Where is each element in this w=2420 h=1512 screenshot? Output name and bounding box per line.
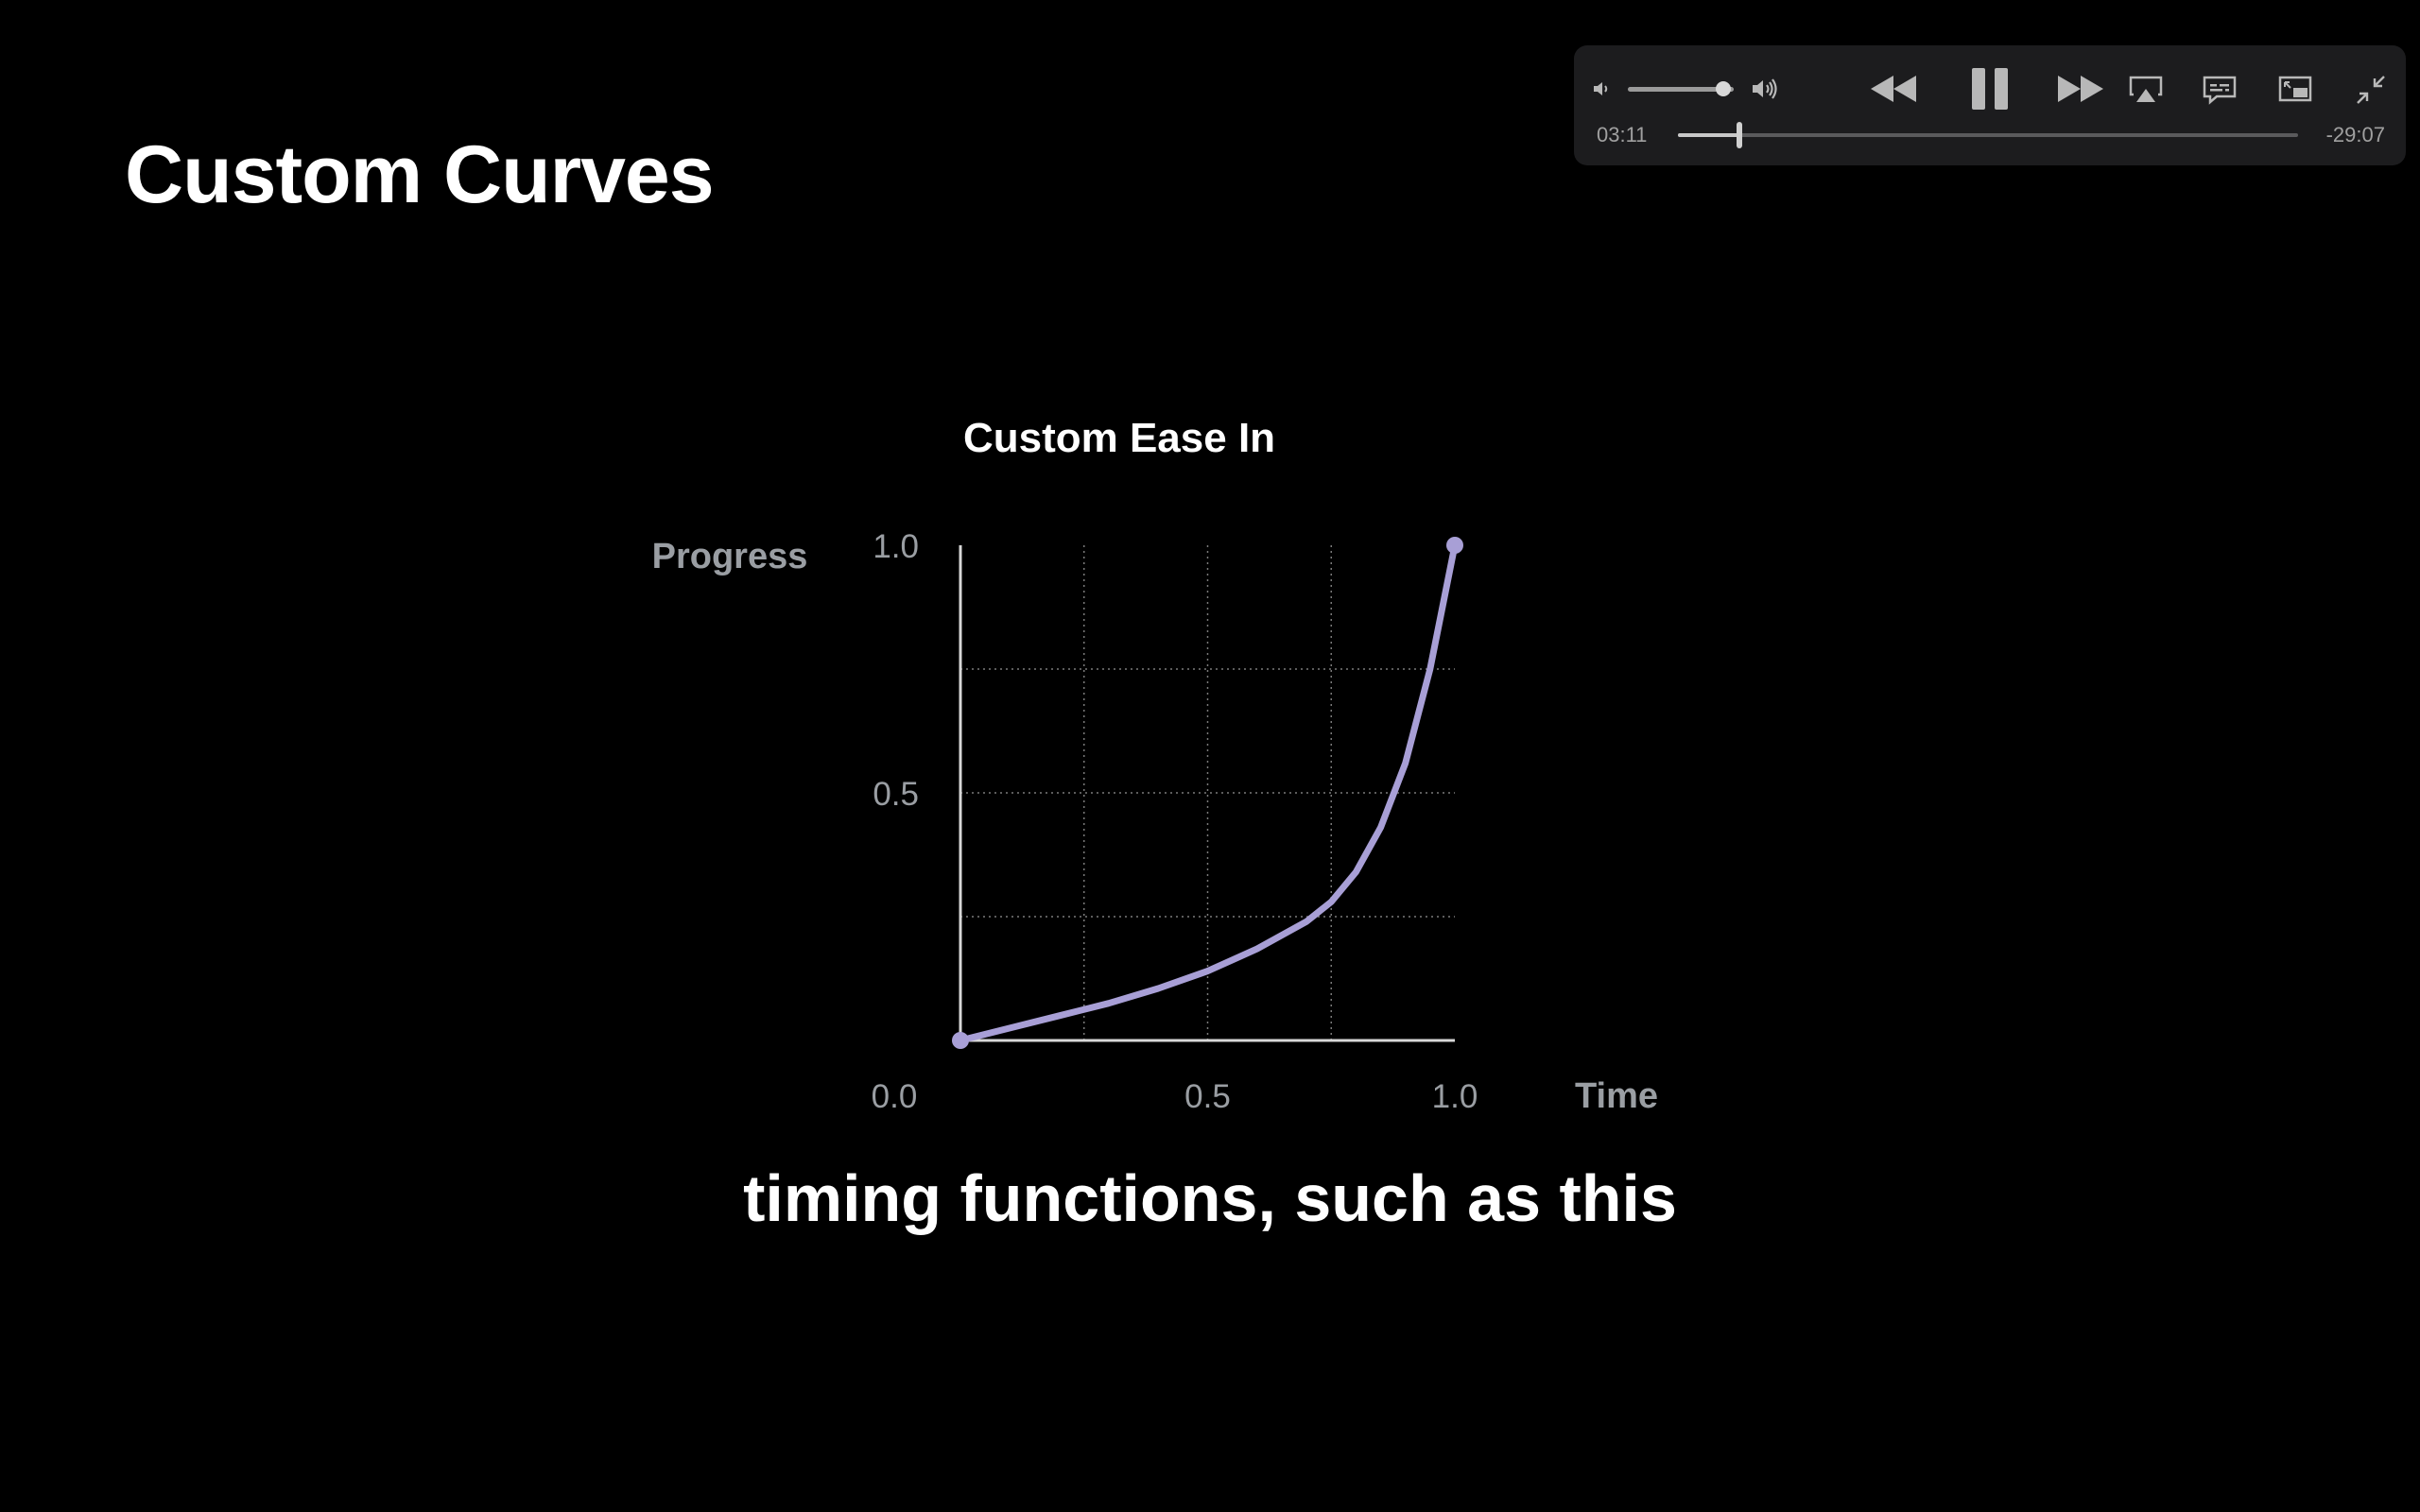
fast-forward-icon[interactable]: [2054, 70, 2107, 108]
speaker-high-icon[interactable]: [1750, 74, 1780, 104]
y-axis-label: Progress: [652, 537, 808, 576]
pause-button[interactable]: [1967, 66, 2013, 112]
volume-knob[interactable]: [1715, 81, 1731, 96]
y-tick-label: 0.5: [873, 776, 919, 813]
pause-icon: [1972, 68, 2008, 110]
subtitles-icon[interactable]: [2202, 74, 2238, 106]
ease-in-curve: [957, 541, 1459, 1044]
airplay-icon[interactable]: [2128, 74, 2164, 106]
elapsed-time: 03:11: [1597, 123, 1648, 146]
x-tick-label: 1.0: [1432, 1078, 1478, 1115]
x-axis-label: Time: [1575, 1076, 1658, 1116]
y-tick-label: 1.0: [873, 528, 919, 565]
scrubber-progress: [1678, 133, 1739, 137]
scrubber[interactable]: [1678, 122, 2298, 148]
x-tick-label: 0.0: [872, 1078, 918, 1115]
exit-fullscreen-icon[interactable]: [2355, 74, 2387, 106]
slide-title: Custom Curves: [125, 129, 715, 220]
picture-in-picture-icon[interactable]: [2277, 74, 2313, 106]
x-tick-label: 0.5: [1184, 1078, 1231, 1115]
video-controls: 03:11 -29:07: [1574, 45, 2406, 165]
caption-text: timing functions, such as this: [743, 1161, 1677, 1235]
rewind-icon[interactable]: [1867, 70, 1920, 108]
volume-slider[interactable]: [1628, 81, 1734, 96]
remaining-time: -29:07: [2325, 123, 2385, 146]
curve-endpoint: [952, 1032, 969, 1049]
curve-endpoint: [1446, 537, 1463, 554]
chart-title: Custom Ease In: [963, 415, 1275, 461]
scrubber-handle[interactable]: [1736, 122, 1742, 148]
speaker-low-icon[interactable]: [1591, 77, 1614, 100]
